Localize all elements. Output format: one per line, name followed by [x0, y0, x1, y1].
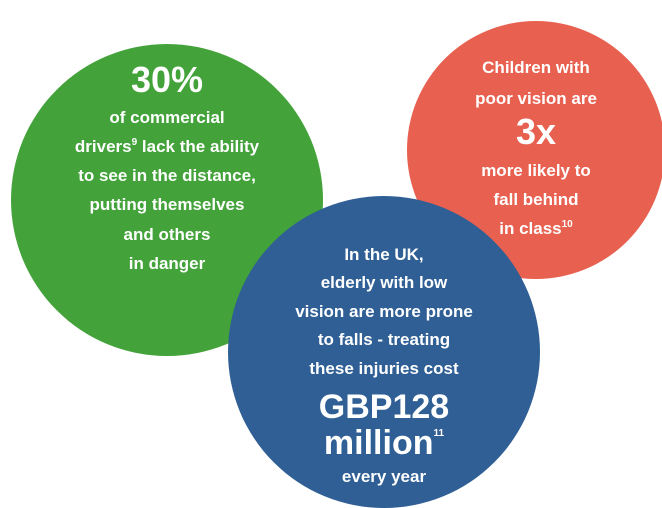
red-circle [407, 21, 662, 279]
text: lack the ability [137, 137, 259, 156]
text-line: of commercial [109, 108, 224, 127]
text-line: poor vision are [475, 89, 597, 108]
text-line: every year [342, 467, 427, 486]
text-line: to falls - treating [318, 330, 450, 349]
blue-circle-group: In the UK, elderly with low vision are m… [228, 196, 540, 508]
text-line: fall behind [494, 190, 579, 209]
headline: GBP128 [319, 388, 449, 426]
text: in class [499, 219, 561, 238]
text-line: more likely to [481, 161, 591, 180]
headline: 30% [131, 59, 203, 100]
text-line: drivers9 lack the ability [75, 137, 260, 156]
superscript: 10 [562, 219, 574, 230]
text: million [324, 424, 434, 462]
text-line: in danger [129, 254, 206, 273]
text-line: to see in the distance, [78, 166, 256, 185]
text-line: vision are more prone [295, 302, 473, 321]
superscript: 9 [132, 137, 138, 148]
text-line: elderly with low [321, 273, 448, 292]
text-line: these injuries cost [309, 359, 459, 378]
headline: million11 [324, 424, 445, 462]
green-circle [11, 44, 323, 356]
text-line: and others [124, 225, 211, 244]
superscript: 11 [433, 428, 444, 439]
text-line: Children with [482, 58, 590, 77]
green-circle-group: 30% of commercial drivers9 lack the abil… [11, 44, 323, 356]
text: drivers [75, 137, 132, 156]
text-line: putting themselves [90, 195, 245, 214]
headline: 3x [516, 111, 556, 152]
text-line: in class10 [499, 219, 573, 238]
red-circle-group: Children with poor vision are 3x more li… [407, 21, 662, 279]
text-line: In the UK, [344, 245, 423, 264]
blue-circle [228, 196, 540, 508]
